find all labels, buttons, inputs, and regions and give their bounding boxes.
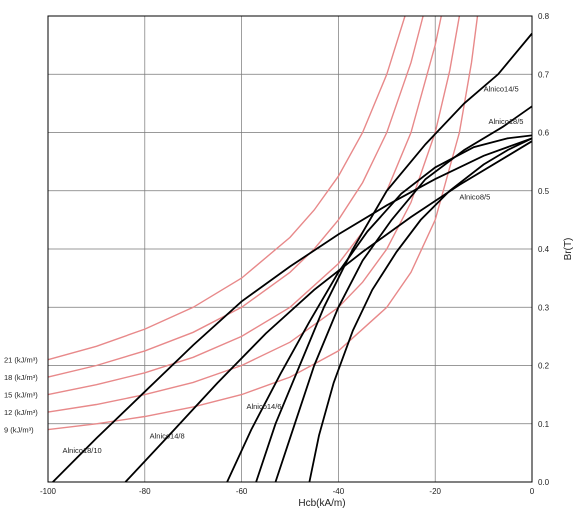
y-axis-title: Br(T) [563, 238, 574, 261]
series-curve-alnico18-10 [52, 137, 533, 483]
x-tick-label: -20 [429, 487, 441, 496]
series-label-alnico8-5: Alnico8/5 [459, 192, 490, 201]
series-label-alnico18-5: Alnico18/5 [488, 117, 523, 126]
series-label-alnico14-6: Alnico14/6 [246, 402, 281, 411]
energy-label-9-kj-m: 9 (kJ/m³) [4, 426, 34, 435]
x-tick-label: -60 [236, 487, 248, 496]
plot-frame [47, 15, 533, 483]
y-tick-labels: 0.0 0.1 0.2 0.3 0.4 0.5 0.6 0.7 0.8 [538, 12, 550, 487]
y-tick-label: 0.0 [538, 478, 550, 487]
series-label-alnico14-8: Alnico14/8 [150, 431, 185, 440]
series-label-alnico14-5: Alnico14/5 [484, 85, 519, 94]
series-curve-alnico18-5 [274, 105, 533, 483]
y-tick-label: 0.5 [538, 187, 550, 196]
curve-labels: 21 (kJ/m³) 18 (kJ/m³) 15 (kJ/m³) 12 (kJ/m³)… [4, 85, 523, 455]
series-label-alnico18-10: Alnico18/10 [63, 446, 102, 455]
x-axis-title: Hcb(kA/m) [298, 498, 345, 509]
x-tick-label: -100 [40, 487, 57, 496]
energy-label-15-kj-m: 15 (kJ/m³) [4, 391, 38, 400]
y-tick-label: 0.1 [538, 420, 550, 429]
series-curve-alnico8-5 [308, 137, 533, 483]
y-tick-label: 0.8 [538, 12, 550, 21]
energy-curve-9-kj-m [47, 15, 479, 431]
energy-label-18-kj-m: 18 (kJ/m³) [4, 373, 38, 382]
y-tick-label: 0.7 [538, 70, 550, 79]
x-tick-label: -40 [333, 487, 345, 496]
y-tick-label: 0.3 [538, 303, 550, 312]
series-curves [52, 32, 533, 483]
energy-label-12-kj-m: 12 (kJ/m³) [4, 408, 38, 417]
energy-curve-15-kj-m [47, 15, 442, 396]
energy-curve-18-kj-m [47, 15, 424, 378]
y-tick-label: 0.2 [538, 362, 550, 371]
energy-label-21-kj-m: 21 (kJ/m³) [4, 356, 38, 365]
y-tick-label: 0.4 [538, 245, 550, 254]
y-tick-label: 0.6 [538, 129, 550, 138]
x-tick-label: 0 [530, 487, 535, 496]
x-tick-label: -80 [139, 487, 151, 496]
series-curve-alnico14-5 [255, 32, 533, 483]
energy-curve-21-kj-m [47, 15, 406, 361]
x-tick-labels: -100 -80 -60 -40 -20 0 [40, 487, 535, 496]
series-curve-alnico14-6 [226, 134, 533, 483]
